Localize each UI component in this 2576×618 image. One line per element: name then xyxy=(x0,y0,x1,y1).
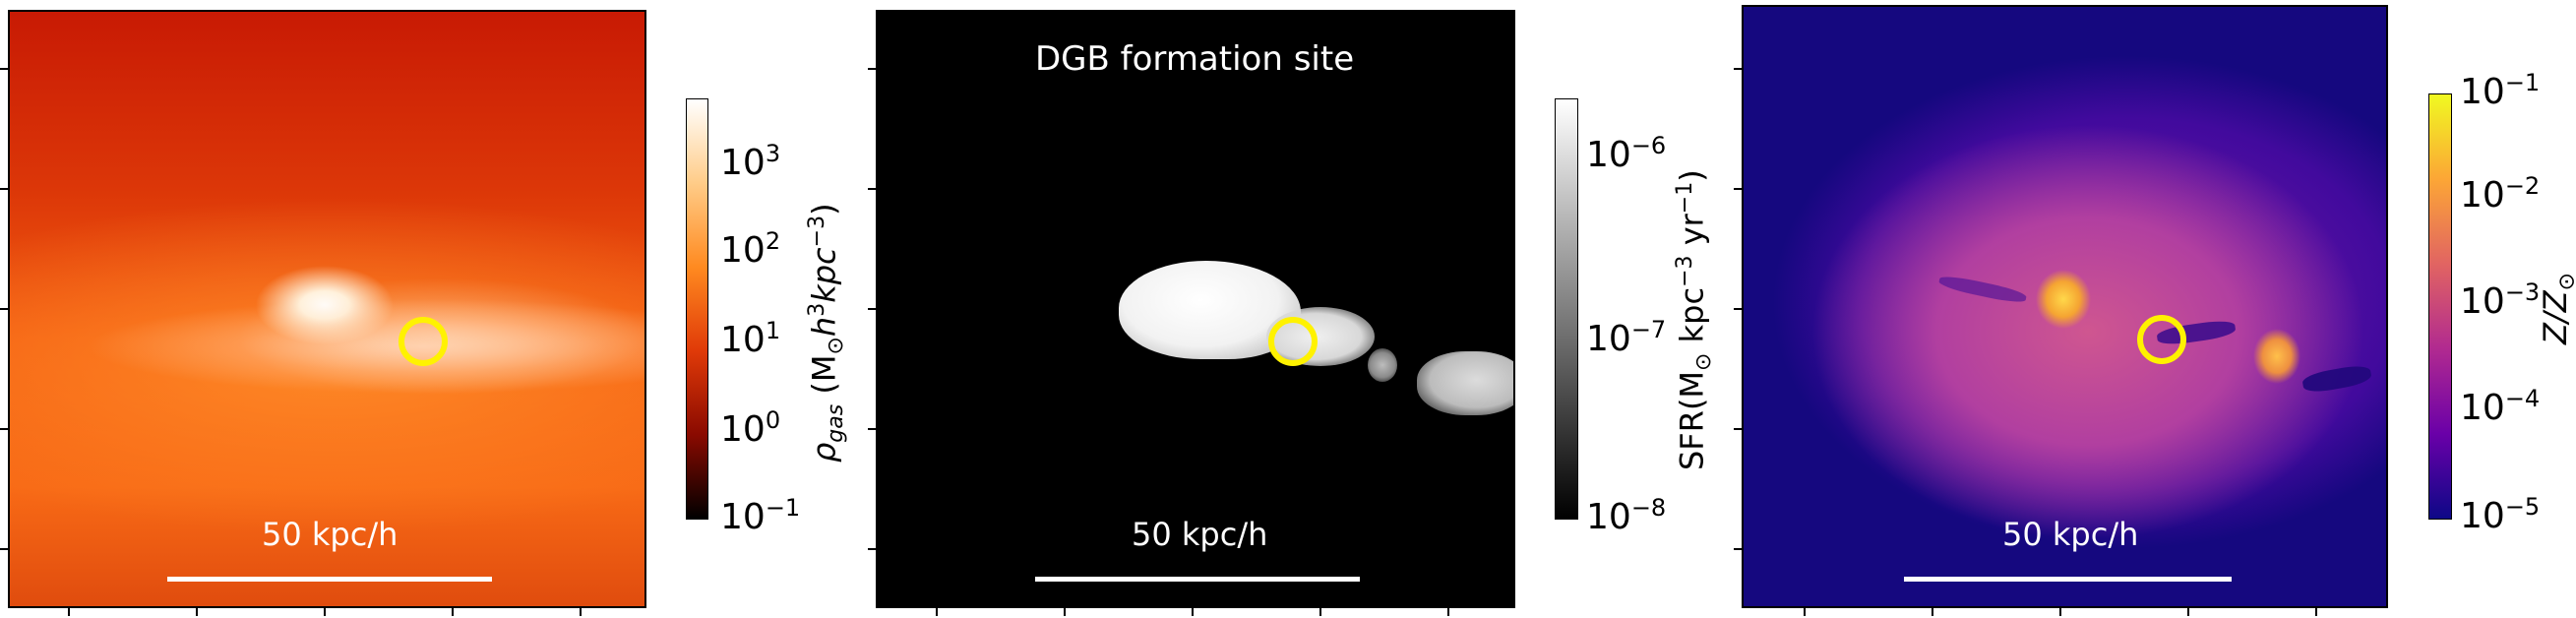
y-tick xyxy=(1734,548,1742,550)
panel-title: DGB formation site xyxy=(1035,39,1355,79)
x-tick xyxy=(452,608,454,616)
colorbar-tick-label: 103 xyxy=(720,140,781,183)
sfr-blob-small xyxy=(1368,348,1397,382)
dgb-site-marker xyxy=(1268,317,1318,366)
colorbar-tick-label: 10−8 xyxy=(1586,494,1667,537)
colorbar-tick-label: 10−7 xyxy=(1586,316,1667,359)
y-tick xyxy=(1734,428,1742,430)
scalebar xyxy=(1035,577,1360,582)
y-tick xyxy=(0,308,8,310)
y-tick xyxy=(868,308,876,310)
x-tick xyxy=(324,608,326,616)
colorbar-tick-label: 100 xyxy=(720,406,781,450)
x-tick xyxy=(1064,608,1066,616)
x-tick xyxy=(1932,608,1933,616)
y-tick xyxy=(0,428,8,430)
colorbar-tick-label: 101 xyxy=(720,317,781,360)
x-tick xyxy=(1192,608,1194,616)
scalebar-label: 50 kpc/h xyxy=(262,516,399,553)
colorbar-tick-label: 10−1 xyxy=(720,494,801,537)
metal-poor-streak xyxy=(1937,273,2028,306)
x-tick xyxy=(2059,608,2061,616)
y-tick xyxy=(1734,68,1742,70)
colorbar-tick-label: 10−6 xyxy=(1586,132,1667,175)
x-tick xyxy=(2315,608,2317,616)
scalebar xyxy=(1904,577,2232,582)
metallicity-map: 50 kpc/h xyxy=(1742,5,2388,608)
y-tick xyxy=(1734,188,1742,190)
scalebar xyxy=(167,577,492,582)
colorbar-tick-label: 10−4 xyxy=(2460,385,2541,428)
x-tick xyxy=(1804,608,1806,616)
y-tick xyxy=(0,68,8,70)
x-tick xyxy=(68,608,70,616)
x-tick xyxy=(1319,608,1321,616)
x-tick xyxy=(936,608,938,616)
sfr-colorbar xyxy=(1555,98,1578,520)
x-tick xyxy=(2187,608,2189,616)
colorbar-tick-label: 10−3 xyxy=(2460,278,2541,322)
metallicity-colorbar xyxy=(2428,93,2452,520)
x-tick xyxy=(1447,608,1449,616)
y-tick xyxy=(868,68,876,70)
scalebar-label: 50 kpc/h xyxy=(1132,516,1268,553)
gas-density-map: 50 kpc/h xyxy=(8,10,646,608)
gas-density-colorbar xyxy=(686,98,708,520)
y-tick xyxy=(0,548,8,550)
sfr-map: DGB formation site 50 kpc/h xyxy=(876,10,1515,608)
y-tick xyxy=(868,548,876,550)
metal-poor-streak xyxy=(2300,363,2373,395)
y-tick xyxy=(868,428,876,430)
colorbar-tick-label: 10−5 xyxy=(2460,493,2541,536)
dgb-site-marker xyxy=(2137,315,2186,364)
y-tick xyxy=(1734,308,1742,310)
colorbar-title: SFR(M⊙ kpc−3 yr−1) xyxy=(1673,169,1717,470)
x-tick xyxy=(580,608,582,616)
x-tick xyxy=(196,608,198,616)
colorbar-title: Z/Z⊙ xyxy=(2537,273,2576,344)
colorbar-title: ρgas (M⊙h3kpc−3) xyxy=(805,203,849,463)
dgb-site-marker xyxy=(399,317,448,366)
colorbar-tick-label: 102 xyxy=(720,227,781,271)
colorbar-tick-label: 10−2 xyxy=(2460,172,2541,216)
colorbar-tick-label: 10−1 xyxy=(2460,69,2541,112)
y-tick xyxy=(868,188,876,190)
scalebar-label: 50 kpc/h xyxy=(2002,516,2139,553)
sfr-blob-right xyxy=(1417,351,1513,415)
y-tick xyxy=(0,188,8,190)
